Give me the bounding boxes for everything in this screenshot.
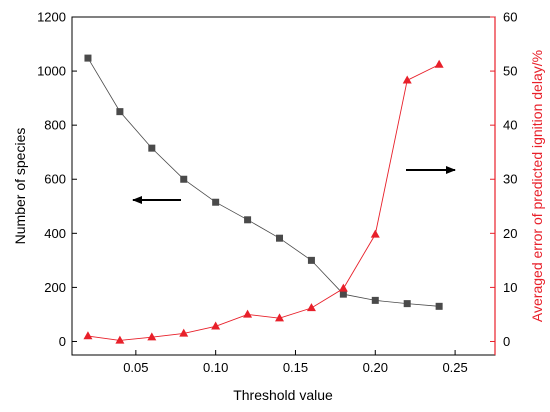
left-axis: 0 200 400 600 800 1000 1200 (37, 10, 77, 349)
left-tick-label: 1200 (37, 10, 66, 25)
left-tick-label: 800 (44, 118, 66, 133)
right-tick-label: 40 (503, 118, 517, 133)
x-tick-label: 0.20 (363, 360, 388, 375)
series-1-point (435, 302, 443, 310)
series-1-point (371, 296, 379, 304)
series-2-point (306, 303, 316, 312)
y-axis-title: Number of species (12, 128, 28, 245)
left-tick-label: 1000 (37, 64, 66, 79)
series-1-point (276, 234, 284, 242)
series-2-point (115, 335, 125, 344)
right-tick-label: 0 (503, 334, 510, 349)
y2-axis-title: Averaged error of predicted ignition del… (529, 50, 545, 322)
right-tick-label: 60 (503, 10, 517, 25)
series-2-point (243, 309, 253, 318)
series-1-line (87, 57, 440, 307)
right-axis: 0 10 20 30 40 50 60 (490, 10, 517, 355)
series-2-point (275, 313, 285, 322)
series-2-point (179, 328, 189, 337)
series-1-point (84, 54, 92, 62)
x-axis: 0.05 0.10 0.15 0.20 0.25 (123, 350, 468, 375)
right-tick-label: 30 (503, 172, 517, 187)
series-1-point (212, 198, 220, 206)
series-layer (83, 54, 444, 344)
right-tick-label: 10 (503, 280, 517, 295)
x-tick-label: 0.15 (283, 360, 308, 375)
series-1-point (307, 256, 315, 264)
series-2-point (402, 75, 412, 84)
series-2-point (370, 229, 380, 238)
x-tick-label: 0.05 (123, 360, 148, 375)
series-2-line (87, 64, 440, 341)
x-tick-label: 0.10 (203, 360, 228, 375)
series-1-point (339, 290, 347, 298)
series-1-point (148, 144, 156, 152)
annotation-arrows (132, 166, 456, 204)
series-1-point (116, 108, 124, 116)
x-tick-label: 0.25 (442, 360, 467, 375)
x-axis-title: Threshold value (233, 387, 333, 403)
series-1-point (180, 175, 188, 183)
right-tick-label: 50 (503, 64, 517, 79)
series-1-point (403, 300, 411, 308)
series-1-point (244, 216, 252, 224)
left-tick-label: 0 (59, 334, 66, 349)
left-tick-label: 600 (44, 172, 66, 187)
left-tick-label: 200 (44, 280, 66, 295)
plot-area (71, 16, 496, 356)
series-2-point (211, 321, 221, 330)
series-2-point (338, 283, 348, 292)
series-2-point (147, 332, 157, 341)
series-2-point (434, 59, 444, 68)
right-tick-label: 20 (503, 226, 517, 241)
series-2-point (83, 331, 93, 340)
left-tick-label: 400 (44, 226, 66, 241)
